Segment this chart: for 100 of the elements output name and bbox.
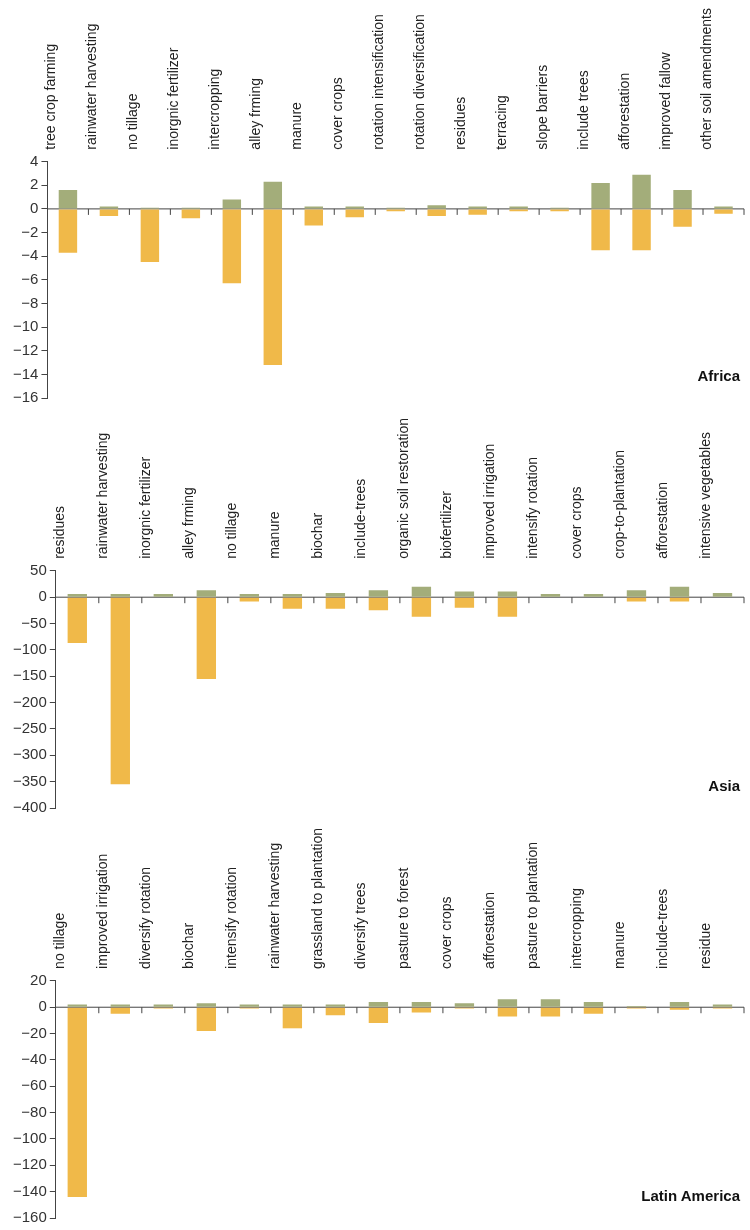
x-tick-label: other soil amendments bbox=[697, 7, 714, 150]
y-tick-label: −2 bbox=[21, 222, 39, 240]
y-tick-label: 0 bbox=[38, 587, 47, 605]
bar bbox=[497, 591, 518, 597]
x-tick-label: alley frming bbox=[246, 78, 263, 150]
bar bbox=[427, 205, 446, 209]
y-tick-label: 4 bbox=[30, 151, 39, 169]
bar bbox=[454, 1003, 475, 1007]
x-tick-label: rainwater harvesting bbox=[82, 23, 99, 150]
bar bbox=[632, 209, 651, 251]
bar bbox=[325, 1004, 346, 1007]
x-tick-label: improved irrigation bbox=[94, 853, 111, 969]
bar bbox=[673, 189, 692, 209]
y-tick-label: −12 bbox=[12, 340, 39, 358]
bar bbox=[67, 1004, 87, 1007]
bar bbox=[669, 586, 690, 597]
x-tick-label: intensify rotation bbox=[223, 866, 240, 969]
y-tick-label: −350 bbox=[12, 771, 47, 789]
bar bbox=[181, 209, 201, 219]
bar bbox=[497, 999, 518, 1007]
y-tick-label: −150 bbox=[12, 666, 47, 684]
bar bbox=[411, 597, 432, 617]
y-tick-label: −100 bbox=[12, 640, 47, 658]
bar bbox=[110, 1004, 130, 1007]
bar bbox=[540, 999, 561, 1007]
bar bbox=[110, 1007, 130, 1014]
bar bbox=[368, 1007, 389, 1024]
bar bbox=[368, 597, 389, 611]
x-tick-label: residue bbox=[696, 922, 713, 969]
x-tick-label: include-trees bbox=[352, 478, 369, 559]
bar bbox=[497, 597, 518, 617]
bar bbox=[282, 594, 303, 597]
x-tick-label: inorgnic fertilizer bbox=[137, 456, 154, 559]
y-tick-label: −80 bbox=[21, 1102, 47, 1120]
text: Africa bbox=[697, 366, 741, 384]
y-tick-label: −300 bbox=[12, 745, 47, 763]
bar bbox=[591, 182, 610, 209]
x-tick-label: biofertilizer bbox=[438, 490, 455, 559]
x-tick-label: cover crops bbox=[567, 486, 584, 559]
x-tick-label: diversify rotation bbox=[137, 866, 154, 969]
x-tick-label: intercropping bbox=[567, 887, 584, 969]
x-tick-label: manure bbox=[610, 921, 627, 969]
text: Latin America bbox=[641, 1186, 741, 1204]
bar bbox=[99, 209, 119, 216]
x-tick-label: intercropping bbox=[205, 68, 222, 150]
x-tick-label: diversify trees bbox=[352, 882, 369, 969]
bar bbox=[140, 209, 160, 263]
y-tick-label: −20 bbox=[21, 1023, 47, 1041]
x-tick-label: biochar bbox=[309, 512, 326, 559]
y-tick-label: −160 bbox=[12, 1208, 47, 1226]
bar bbox=[540, 594, 561, 597]
x-tick-label: pasture to forest bbox=[395, 867, 412, 969]
bar bbox=[669, 1007, 690, 1010]
bar bbox=[222, 199, 242, 209]
bar bbox=[427, 209, 446, 216]
y-tick-label: −16 bbox=[12, 388, 39, 406]
bar bbox=[263, 181, 283, 209]
bar bbox=[325, 1007, 346, 1016]
x-tick-label: rainwater harvesting bbox=[266, 842, 283, 969]
x-tick-label: include trees bbox=[574, 70, 591, 150]
bar bbox=[714, 209, 733, 214]
x-tick-label: manure bbox=[266, 511, 283, 559]
bar bbox=[673, 209, 692, 227]
x-tick-label: inorgnic fertilizer bbox=[164, 47, 181, 150]
y-tick-label: 0 bbox=[30, 199, 39, 217]
x-tick-label: alley frming bbox=[180, 487, 197, 559]
x-tick-label: improved fallow bbox=[656, 51, 673, 150]
x-tick-label: organic soil restoration bbox=[395, 417, 412, 559]
bar bbox=[454, 591, 475, 597]
y-tick-label: −40 bbox=[21, 1050, 47, 1068]
bar bbox=[345, 209, 364, 218]
y-tick-label: −400 bbox=[12, 798, 47, 816]
y-tick-label: −14 bbox=[12, 364, 39, 382]
y-tick-label: −8 bbox=[21, 293, 39, 311]
bar bbox=[58, 209, 78, 253]
bar bbox=[282, 1007, 303, 1029]
y-tick-label: −140 bbox=[12, 1181, 47, 1199]
bar bbox=[304, 209, 323, 226]
y-tick-label: 20 bbox=[30, 971, 47, 989]
y-tick-label: −120 bbox=[12, 1155, 47, 1173]
x-tick-label: intensify rotation bbox=[524, 456, 541, 559]
bar bbox=[153, 594, 173, 597]
x-tick-label: biochar bbox=[180, 922, 197, 969]
bar bbox=[583, 1007, 604, 1014]
bar bbox=[110, 594, 130, 597]
x-tick-label: include-trees bbox=[653, 888, 670, 969]
bar bbox=[632, 174, 651, 209]
bar bbox=[110, 597, 130, 785]
bar bbox=[67, 1007, 87, 1197]
x-tick-label: tree crop farming bbox=[41, 43, 58, 150]
x-tick-label: afforestation bbox=[653, 482, 670, 559]
bar bbox=[325, 592, 346, 597]
x-tick-label: no tillage bbox=[123, 93, 140, 150]
y-tick-label: −250 bbox=[12, 719, 47, 737]
x-tick-label: intensive vegetables bbox=[696, 431, 713, 559]
x-tick-label: residues bbox=[451, 96, 468, 150]
x-tick-label: no tillage bbox=[223, 502, 240, 559]
bar bbox=[67, 597, 87, 644]
bar bbox=[58, 189, 78, 209]
x-tick-label: crop-to-plantation bbox=[610, 449, 627, 559]
